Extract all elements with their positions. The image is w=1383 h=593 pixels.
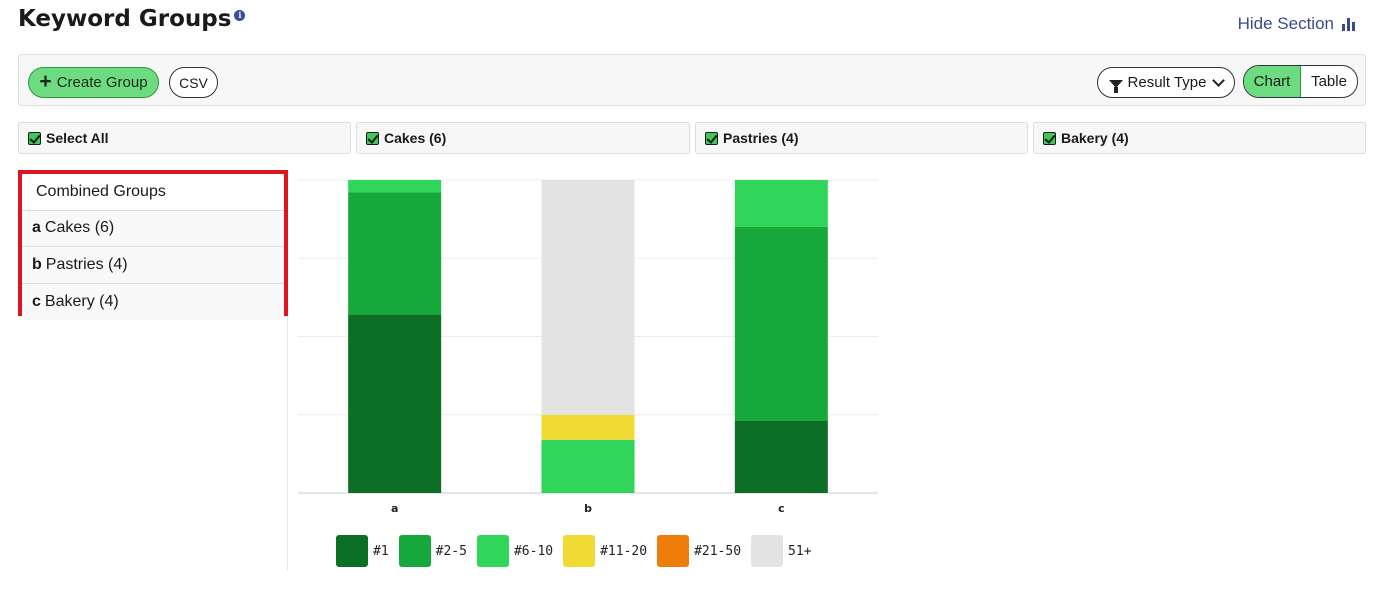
bar-segment-b--11-20[interactable]: [541, 414, 635, 440]
group-label: Pastries (4): [45, 255, 128, 273]
info-icon[interactable]: i: [234, 10, 246, 21]
legend-swatch: [336, 535, 368, 567]
legend-label: #6-10: [513, 543, 554, 559]
filter-label: Pastries (4): [723, 130, 799, 146]
filter-label: Select All: [46, 130, 109, 146]
legend-swatch: [563, 535, 596, 567]
legend-swatch: [751, 535, 784, 567]
chevron-down-icon: [1212, 73, 1226, 87]
legend-swatch: [476, 535, 509, 567]
table-view-button[interactable]: Table: [1311, 73, 1347, 90]
legend-swatch: [398, 535, 431, 567]
legend-label: #1: [373, 543, 389, 559]
filter-pastries[interactable]: Pastries (4): [695, 122, 1028, 154]
page-title: Keyword Groups i: [18, 6, 246, 32]
x-tick-label: a: [391, 502, 398, 515]
filter-label: Bakery (4): [1061, 130, 1129, 146]
filter-bakery[interactable]: Bakery (4): [1033, 122, 1366, 154]
create-group-button[interactable]: + Create Group: [28, 67, 159, 98]
chart-legend: #1 #2-5 #6-10 #11-20 #21-50 51+: [336, 535, 812, 567]
legend-item[interactable]: #6-10: [476, 535, 554, 567]
group-letter: a: [32, 219, 41, 237]
combined-groups-panel: Combined Groups a Cakes (6) b Pastries (…: [18, 170, 288, 320]
legend-item[interactable]: #2-5: [398, 535, 467, 567]
stacked-bar-chart: a b c: [298, 179, 878, 515]
legend-item[interactable]: #1: [336, 535, 389, 567]
panel-divider: [287, 316, 288, 570]
result-type-dropdown[interactable]: Result Type: [1097, 67, 1235, 98]
checkbox-checked-icon[interactable]: [366, 131, 379, 145]
bar-segment-c--2-5[interactable]: [734, 226, 828, 422]
csv-button[interactable]: CSV: [169, 67, 218, 98]
legend-item[interactable]: 51+: [751, 535, 812, 567]
group-item-cakes[interactable]: a Cakes (6): [22, 210, 284, 247]
plus-icon: +: [39, 70, 52, 93]
bar-segment-a--6-10[interactable]: [348, 180, 442, 193]
page-title-text: Keyword Groups: [18, 6, 232, 32]
bar-segment-b--6-10[interactable]: [541, 439, 635, 493]
legend-swatch: [657, 535, 690, 567]
group-letter: c: [32, 292, 41, 310]
filter-select-all[interactable]: Select All: [18, 122, 351, 154]
checkbox-checked-icon[interactable]: [28, 131, 41, 145]
bar-segment-a--1[interactable]: [348, 314, 442, 493]
hide-section-link[interactable]: Hide Section: [1238, 14, 1355, 34]
chart-view-button[interactable]: Chart: [1244, 66, 1301, 97]
checkbox-checked-icon[interactable]: [1043, 131, 1056, 145]
filter-cakes[interactable]: Cakes (6): [356, 122, 690, 154]
bar-chart-icon: [1342, 17, 1355, 31]
group-label: Cakes (6): [44, 219, 115, 237]
group-filters: Select All Cakes (6) Pastries (4) Bakery…: [18, 122, 1366, 154]
combined-groups-title: Combined Groups: [36, 182, 166, 200]
hide-section-label: Hide Section: [1237, 14, 1334, 33]
group-item-bakery[interactable]: c Bakery (4): [22, 283, 284, 320]
checkbox-checked-icon[interactable]: [705, 131, 718, 145]
legend-label: 51+: [788, 543, 812, 559]
group-letter: b: [32, 255, 42, 273]
bar-segment-a--2-5[interactable]: [348, 192, 442, 315]
group-label: Bakery (4): [44, 292, 119, 310]
view-toggle: Chart Table: [1243, 65, 1358, 98]
legend-item[interactable]: #21-50: [657, 535, 741, 567]
bar-segment-c--1[interactable]: [734, 421, 828, 493]
toolbar: + Create Group CSV Result Type Chart Tab…: [18, 54, 1366, 106]
filter-icon: [1108, 79, 1123, 93]
legend-label: #2-5: [435, 543, 467, 559]
legend-label: #11-20: [600, 543, 648, 559]
legend-item[interactable]: #11-20: [563, 535, 647, 567]
group-item-pastries[interactable]: b Pastries (4): [22, 247, 284, 284]
legend-label: #21-50: [694, 543, 742, 559]
create-group-label: Create Group: [56, 74, 148, 91]
combined-groups-header[interactable]: Combined Groups: [22, 174, 284, 211]
rank-distribution-chart: a b c #1 #2-5 #6-10 #11-20 #21-50 51+: [296, 170, 896, 580]
bar-segment-c--6-10[interactable]: [734, 180, 828, 227]
filter-label: Cakes (6): [384, 130, 447, 146]
csv-label: CSV: [179, 74, 208, 91]
x-tick-label: b: [584, 502, 592, 515]
x-tick-label: c: [778, 502, 785, 515]
bar-segment-b-51-[interactable]: [541, 180, 635, 415]
result-type-label: Result Type: [1127, 74, 1207, 91]
